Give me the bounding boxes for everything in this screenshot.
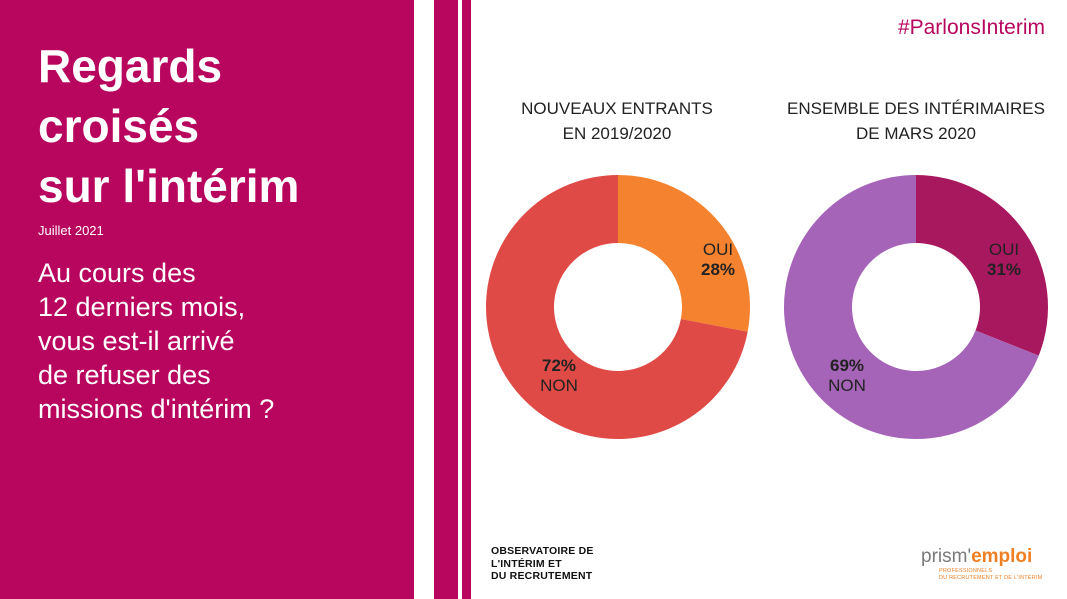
chart-2-label-oui: OUI 31%: [966, 240, 1042, 280]
chart-1-label-oui: OUI 28%: [680, 240, 756, 280]
chart-1-title-line-2: EN 2019/2020: [562, 124, 672, 143]
observatoire-logo: OBSERVATOIRE DE L'INTÉRIM ET DU RECRUTEM…: [491, 545, 594, 583]
left-panel: Regards croisés sur l'intérim Juillet 20…: [0, 0, 414, 599]
chart-1-label-non: 72% NON: [521, 356, 597, 396]
observatoire-line-2: L'INTÉRIM ET: [491, 557, 562, 570]
chart-1-label-oui-value: 28%: [700, 260, 736, 279]
chart-2-title-line-1: ENSEMBLE DES INTÉRIMAIRES: [787, 99, 1045, 118]
chart-2-label-non-category: NON: [828, 376, 866, 395]
chart-1-slice-non: [486, 175, 748, 439]
question-line-5: missions d'intérim ?: [38, 394, 275, 424]
question-line-3: vous est-il arrivé: [38, 326, 235, 356]
prismemploi-tagline: PROFESSIONNELS DU RECRUTEMENT ET DE L'IN…: [921, 568, 1061, 582]
decorative-stripe-narrow: [462, 0, 471, 599]
observatoire-line-3: DU RECRUTEMENT: [491, 570, 593, 582]
question-line-2: 12 derniers mois,: [38, 292, 246, 322]
prismemploi-tagline-line-2: DU RECRUTEMENT ET DE L'INTÉRIM: [939, 575, 1043, 581]
chart-2-label-oui-value: 31%: [986, 260, 1022, 279]
chart-2-label-non-value: 69%: [829, 356, 865, 375]
chart-1-title-line-1: NOUVEAUX ENTRANTS: [521, 99, 713, 118]
chart-1-label-oui-category: OUI: [702, 240, 734, 259]
page-title: Regards croisés sur l'intérim: [38, 36, 398, 216]
chart-2-title: ENSEMBLE DES INTÉRIMAIRES DE MARS 2020: [766, 96, 1066, 146]
title-line-1: Regards: [38, 40, 223, 92]
question-line-4: de refuser des: [38, 360, 211, 390]
prismemploi-tagline-line-1: PROFESSIONNELS: [939, 568, 993, 574]
prismemploi-logo: prism'emploi PROFESSIONNELS DU RECRUTEME…: [921, 546, 1061, 582]
prismemploi-wordmark-a: prism': [921, 546, 972, 567]
prismemploi-wordmark-b: emploi: [971, 546, 1033, 567]
chart-2-title-line-2: DE MARS 2020: [856, 124, 976, 143]
publication-date: Juillet 2021: [38, 223, 104, 238]
title-line-2: croisés: [38, 100, 200, 152]
observatoire-line-1: OBSERVATOIRE DE: [491, 545, 594, 557]
chart-1-title: NOUVEAUX ENTRANTS EN 2019/2020: [467, 96, 767, 146]
question-line-1: Au cours des: [38, 258, 196, 288]
title-line-3: sur l'intérim: [38, 160, 300, 212]
prismemploi-wordmark: prism'emploi: [921, 546, 1061, 568]
chart-1-label-non-category: NON: [540, 376, 578, 395]
chart-2-label-oui-category: OUI: [988, 240, 1020, 259]
decorative-stripe-wide: [434, 0, 458, 599]
chart-1-slice-oui: [618, 175, 750, 332]
survey-question: Au cours des 12 derniers mois, vous est-…: [38, 256, 398, 426]
chart-2-slice-oui: [916, 175, 1048, 356]
chart-2-slice-non: [784, 175, 1039, 440]
hashtag: #ParlonsInterim: [897, 16, 1045, 39]
chart-2-label-non: 69% NON: [809, 356, 885, 396]
chart-1-label-non-value: 72%: [541, 356, 577, 375]
